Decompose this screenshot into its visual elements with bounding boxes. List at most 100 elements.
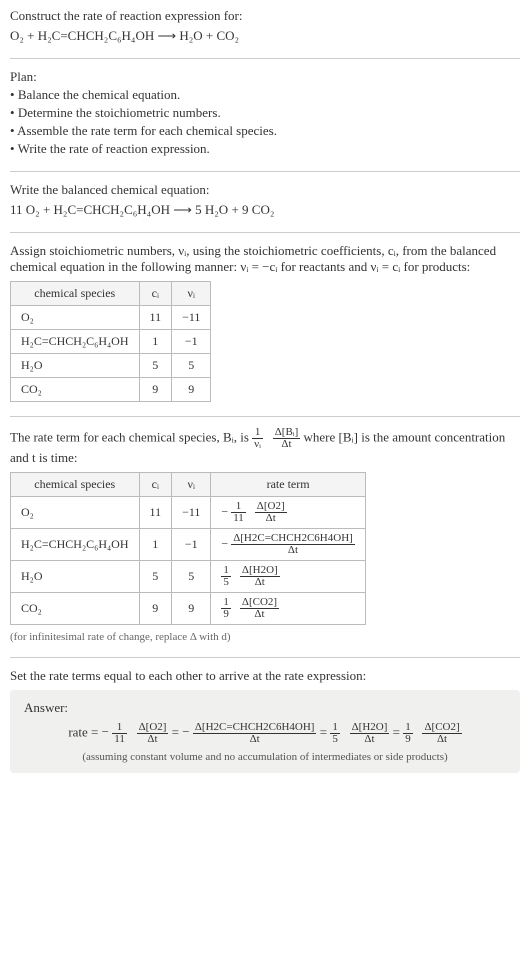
cell-rate-term: 19 Δ[CO2]Δt: [211, 593, 365, 625]
col-species: chemical species: [11, 473, 140, 497]
table-row: O₂ 11 −11: [11, 306, 211, 330]
frac-den: Δt: [231, 545, 355, 556]
cell-c: 5: [139, 354, 172, 378]
col-species: chemical species: [11, 282, 140, 306]
table-row: CO₂ 9 9: [11, 378, 211, 402]
cell-species: O₂: [11, 497, 140, 529]
equals: =: [172, 724, 183, 739]
rate-term-frac2: Δ[Bᵢ] Δt: [273, 427, 301, 450]
cell-v: 9: [172, 593, 211, 625]
table-row: CO₂ 9 9 19 Δ[CO2]Δt: [11, 593, 366, 625]
cell-rate-term: − Δ[H2C=CHCH2C6H4OH]Δt: [211, 529, 365, 561]
cell-c: 11: [139, 306, 172, 330]
plan-block: Plan: Balance the chemical equation. Det…: [10, 69, 520, 157]
final-heading: Set the rate terms equal to each other t…: [10, 668, 520, 684]
frac-den: Δt: [350, 734, 390, 745]
plan-item: Assemble the rate term for each chemical…: [10, 123, 520, 139]
frac-den: Δt: [240, 577, 280, 588]
cell-v: 5: [172, 561, 211, 593]
cell-species: H₂C=CHCH₂C₆H₄OH: [11, 529, 140, 561]
table-header-row: chemical species cᵢ νᵢ: [11, 282, 211, 306]
cell-v: −1: [172, 529, 211, 561]
plan-item: Write the rate of reaction expression.: [10, 141, 520, 157]
col-rate-term: rate term: [211, 473, 365, 497]
frac-den: Δt: [193, 734, 317, 745]
frac-den: 11: [231, 513, 246, 524]
rate-term-block: The rate term for each chemical species,…: [10, 427, 520, 643]
rate-term-intro: The rate term for each chemical species,…: [10, 427, 520, 466]
balanced-equation: 11 O₂ + H₂C=CHCH₂C₆H₄OH ⟶ 5 H₂O + 9 CO₂: [10, 202, 520, 218]
cell-c: 9: [139, 378, 172, 402]
divider: [10, 657, 520, 658]
unbalanced-equation: O₂ + H₂C=CHCH₂C₆H₄OH ⟶ H₂O + CO₂: [10, 28, 520, 44]
col-v: νᵢ: [172, 473, 211, 497]
delta-frac: Δ[O2]Δt: [255, 501, 287, 524]
cell-species: H₂O: [11, 561, 140, 593]
cell-v: −1: [172, 330, 211, 354]
divider: [10, 232, 520, 233]
table-row: H₂C=CHCH₂C₆H₄OH 1 −1: [11, 330, 211, 354]
plan-list: Balance the chemical equation. Determine…: [10, 87, 520, 157]
cell-species: CO₂: [11, 378, 140, 402]
sign: −: [221, 504, 228, 518]
frac-den: 5: [330, 734, 340, 745]
title-heading: Construct the rate of reaction expressio…: [10, 8, 520, 24]
equals: =: [320, 724, 331, 739]
cell-c: 9: [139, 593, 172, 625]
term: 15 Δ[H2O]Δt: [330, 724, 392, 739]
col-c: cᵢ: [139, 473, 172, 497]
frac-den: 5: [221, 577, 231, 588]
rate-term-intro-pre: The rate term for each chemical species,…: [10, 429, 252, 444]
rate-term-frac1: 1 νᵢ: [252, 427, 263, 450]
delta-frac: Δ[H2C=CHCH2C6H4OH]Δt: [193, 722, 317, 745]
delta-frac: Δ[H2O]Δt: [350, 722, 390, 745]
frac-den: Δt: [240, 609, 279, 620]
frac-den: Δt: [255, 513, 287, 524]
balanced-heading: Write the balanced chemical equation:: [10, 182, 520, 198]
cell-species: CO₂: [11, 593, 140, 625]
cell-v: 5: [172, 354, 211, 378]
balanced-block: Write the balanced chemical equation: 11…: [10, 182, 520, 218]
delta-frac: Δ[CO2]Δt: [240, 597, 279, 620]
term: − 111 Δ[O2]Δt: [102, 724, 172, 739]
final-block: Set the rate terms equal to each other t…: [10, 668, 520, 773]
sign: −: [221, 536, 228, 550]
coef-frac: 15: [221, 565, 231, 588]
cell-v: −11: [172, 497, 211, 529]
frac-den: Δt: [273, 439, 301, 450]
frac-den: 9: [403, 734, 413, 745]
stoich-intro: Assign stoichiometric numbers, νᵢ, using…: [10, 243, 520, 275]
cell-v: 9: [172, 378, 211, 402]
cell-v: −11: [172, 306, 211, 330]
table-row: H₂C=CHCH₂C₆H₄OH 1 −1 − Δ[H2C=CHCH2C6H4OH…: [11, 529, 366, 561]
coef-frac: 19: [221, 597, 231, 620]
delta-frac: Δ[H2C=CHCH2C6H4OH]Δt: [231, 533, 355, 556]
term: 19 Δ[CO2]Δt: [403, 724, 461, 739]
coef-frac: 15: [330, 722, 340, 745]
cell-c: 1: [139, 529, 172, 561]
cell-species: H₂O: [11, 354, 140, 378]
rate-term-note: (for infinitesimal rate of change, repla…: [10, 631, 520, 643]
coef-frac: 111: [231, 501, 246, 524]
cell-c: 1: [139, 330, 172, 354]
cell-species: O₂: [11, 306, 140, 330]
cell-rate-term: 15 Δ[H2O]Δt: [211, 561, 365, 593]
term: − Δ[H2C=CHCH2C6H4OH]Δt: [182, 724, 319, 739]
frac-den: Δt: [422, 734, 461, 745]
table-row: O₂ 11 −11 − 111 Δ[O2]Δt: [11, 497, 366, 529]
answer-note: (assuming constant volume and no accumul…: [24, 751, 506, 763]
answer-label: Answer:: [24, 700, 506, 716]
divider: [10, 58, 520, 59]
coef-frac: 19: [403, 722, 413, 745]
plan-heading: Plan:: [10, 69, 520, 85]
rate-term-table: chemical species cᵢ νᵢ rate term O₂ 11 −…: [10, 472, 366, 625]
col-v: νᵢ: [172, 282, 211, 306]
answer-box: Answer: rate = − 111 Δ[O2]Δt = − Δ[H2C=C…: [10, 690, 520, 773]
divider: [10, 171, 520, 172]
title-block: Construct the rate of reaction expressio…: [10, 8, 520, 44]
plan-item: Balance the chemical equation.: [10, 87, 520, 103]
rate-label: rate =: [68, 724, 101, 739]
cell-c: 5: [139, 561, 172, 593]
frac-den: Δt: [137, 734, 169, 745]
delta-frac: Δ[H2O]Δt: [240, 565, 280, 588]
